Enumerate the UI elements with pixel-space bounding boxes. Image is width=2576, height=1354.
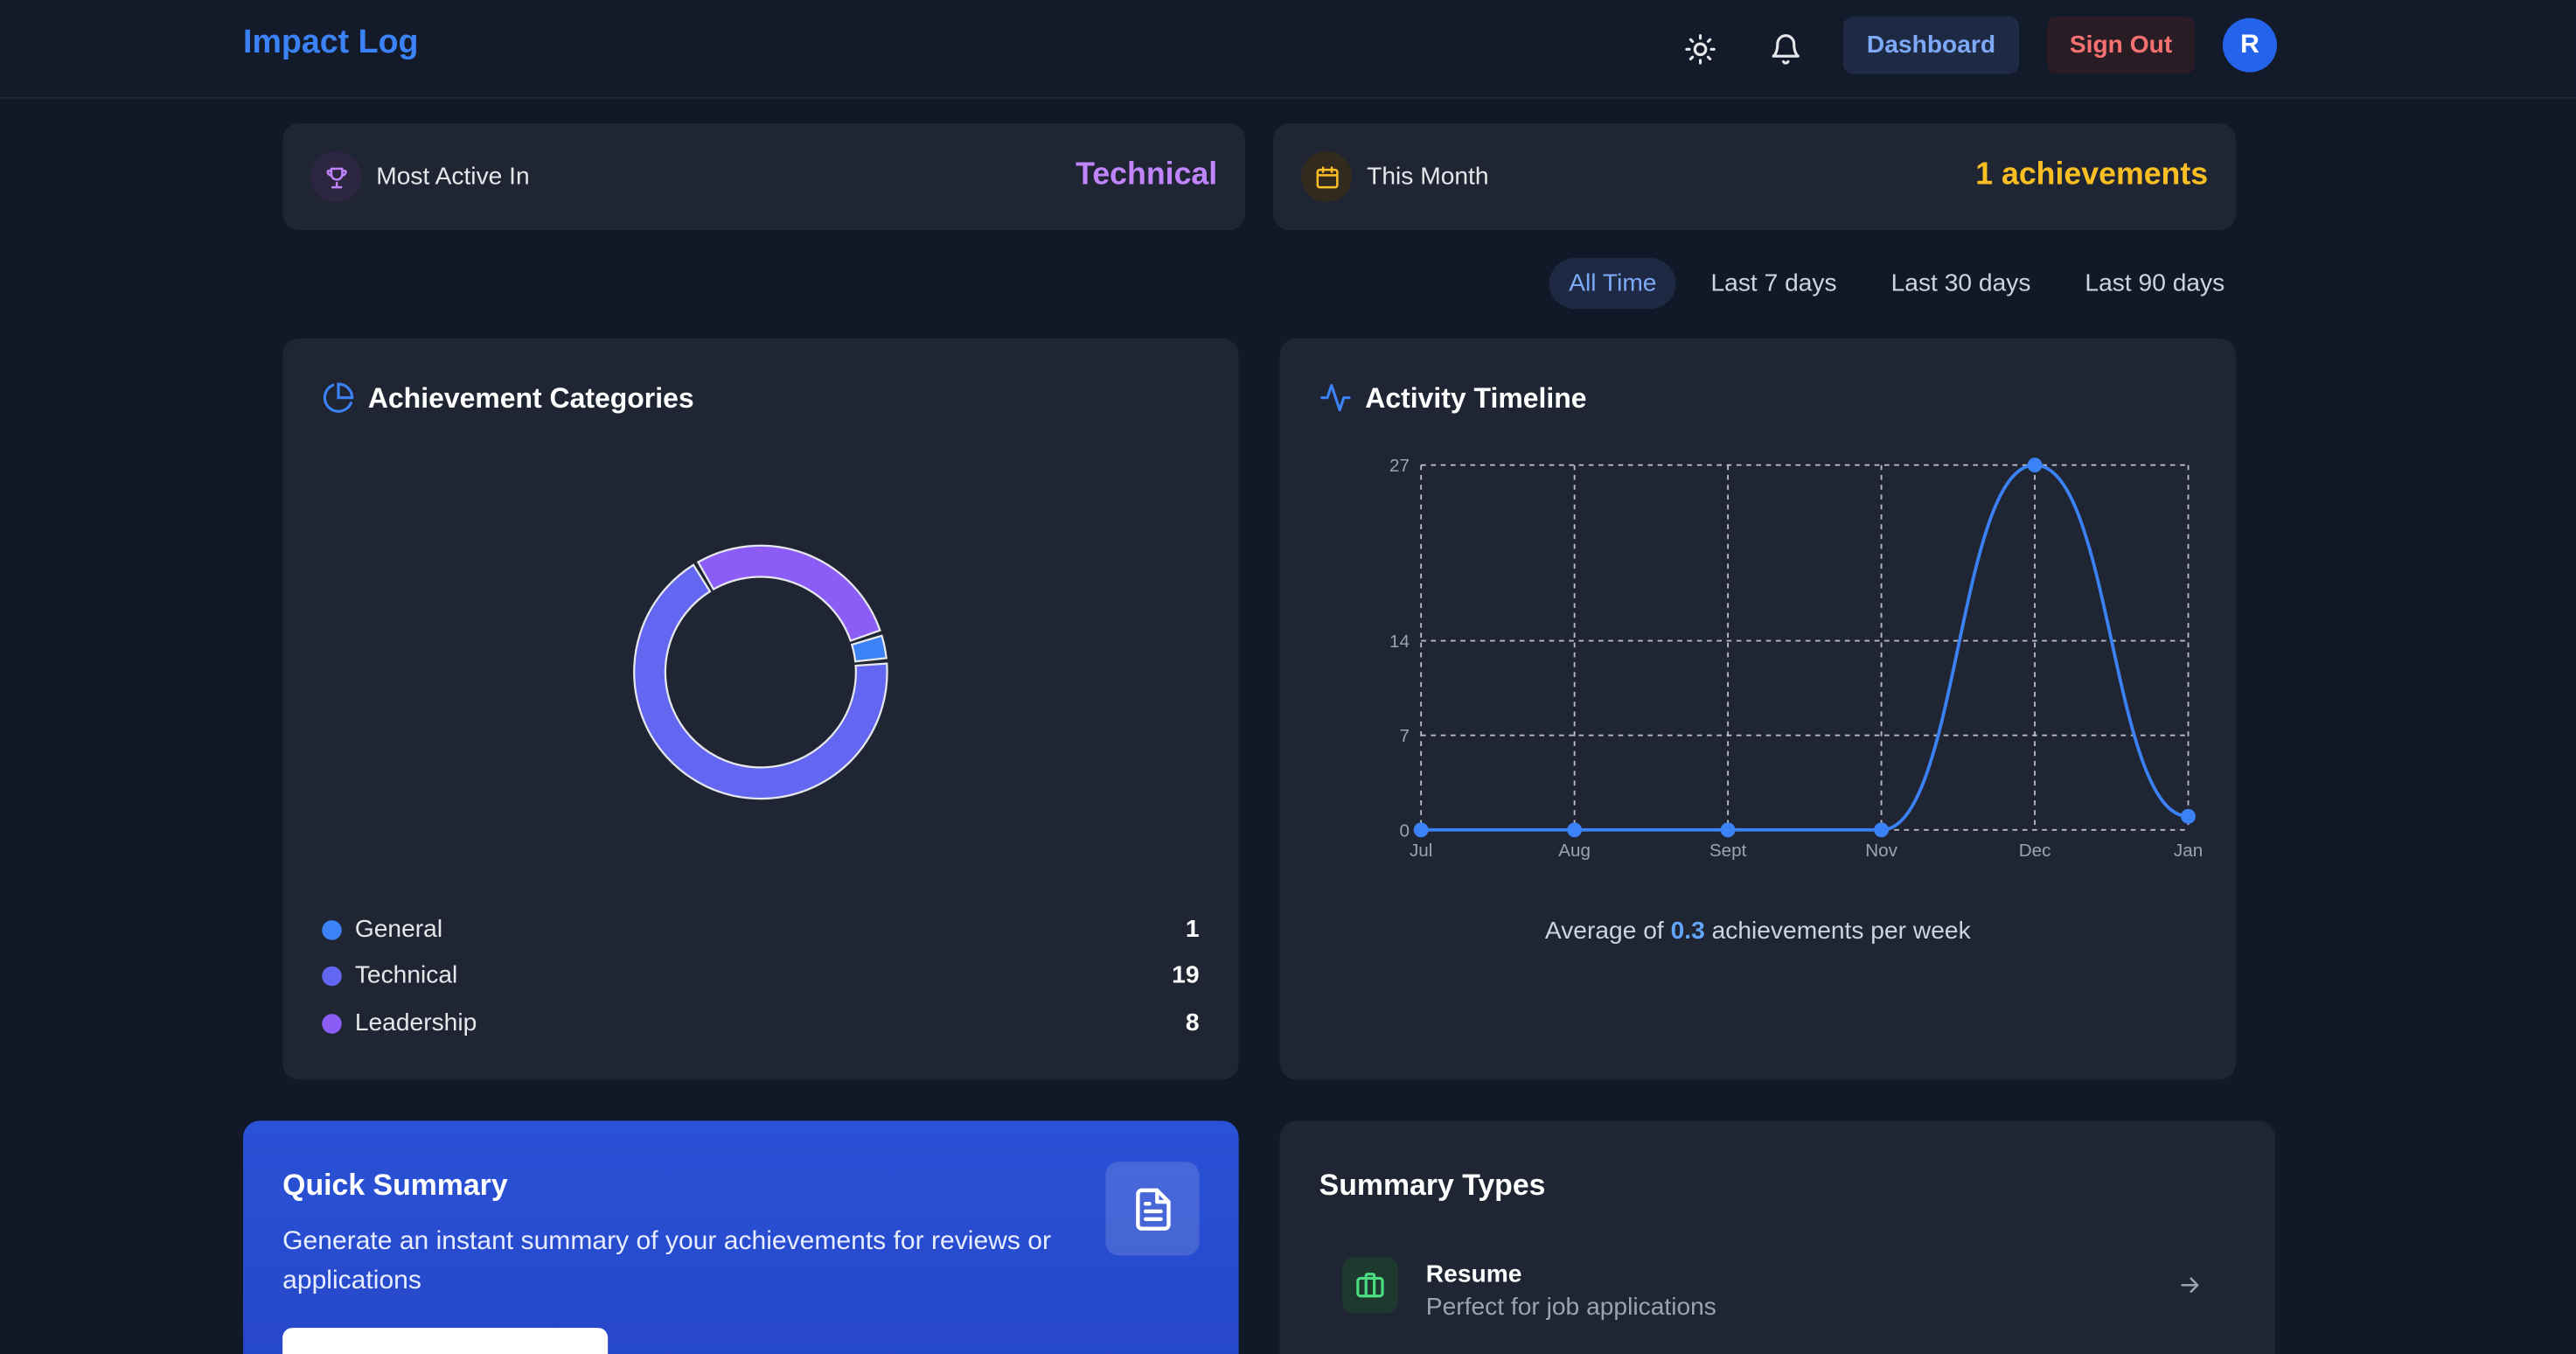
legend-item: Leadership 8 [322,1008,1200,1041]
avg-value: 0.3 [1670,917,1705,946]
sign-out-button[interactable]: Sign Out [2046,16,2196,74]
legend-count: 8 [1185,1009,1200,1037]
chart-grid [1420,464,2190,831]
legend-item: General 1 [322,914,1200,947]
legend-item: Technical 19 [322,960,1200,993]
category-donut-chart [633,544,888,800]
y-tick-label: 0 [1400,820,1410,841]
x-tick-label: Aug [1558,841,1591,861]
data-point-jan[interactable] [2181,808,2197,824]
summary-type-name: Resume [1425,1260,1522,1288]
x-tick-label: Jan [2174,841,2203,861]
y-tick-label: 7 [1400,726,1410,746]
arrow-right-icon [2181,1277,2199,1293]
avg-suffix: achievements per week [1711,917,1971,946]
data-point-sept[interactable] [1720,822,1736,838]
y-tick-label: 27 [1389,456,1410,476]
x-tick-label: Sept [1709,841,1747,861]
range-all-time[interactable]: All Time [1549,257,1677,310]
document-icon [1105,1162,1200,1256]
legend-dot [322,966,342,987]
avatar[interactable]: R [2223,17,2278,73]
dashboard-button[interactable]: Dashboard [1843,16,2020,74]
quick-summary-title: Quick Summary [282,1168,508,1202]
legend-count: 1 [1185,915,1200,944]
legend-dot [322,1014,342,1034]
quick-summary-card: Quick Summary Generate an instant summar… [243,1120,1239,1354]
summary-type-description: Perfect for job applications [1425,1293,1716,1322]
summary-types-title: Summary Types [1319,1168,1546,1202]
timeline-series-line [1421,463,2189,832]
x-tick-label: Nov [1865,841,1897,861]
range-last-30-days[interactable]: Last 30 days [1890,269,2031,298]
time-range-filter: All Time Last 7 days Last 30 days Last 9… [1535,257,2245,310]
range-last-90-days[interactable]: Last 90 days [2085,269,2225,298]
donut-slice-leadership[interactable] [696,544,881,642]
bell-icon[interactable] [1759,23,1812,75]
range-last-7-days[interactable]: Last 7 days [1710,269,1837,298]
calendar-icon [1301,150,1353,203]
summary-types-card: Summary Types Resume Perfect for job app… [1279,1120,2276,1354]
legend-name: Leadership [354,1009,477,1037]
most-active-card: Most Active In Technical [282,122,1246,231]
most-active-label: Most Active In [376,163,530,191]
this-month-card: This Month 1 achievements [1273,122,2237,231]
y-tick-label: 14 [1389,632,1410,652]
activity-icon [1320,384,1351,412]
x-tick-label: Jul [1410,841,1432,861]
activity-timeline-panel: Activity Timeline 0 7 14 27 Jul Aug Sept Nov Dec… [1279,338,2237,1080]
legend-count: 19 [1172,961,1200,990]
brand-logo[interactable]: Impact Log [243,24,419,61]
pie-chart-icon [323,382,354,413]
this-month-value: 1 achievements [1975,157,2209,192]
this-month-label: This Month [1367,163,1489,191]
quick-summary-description: Generate an instant summary of your achi… [282,1227,1051,1295]
activity-line-chart: 0 7 14 27 Jul Aug Sept Nov Dec Jan [1389,456,2203,861]
donut-slice-technical[interactable] [633,563,888,800]
x-tick-label: Dec [2019,841,2051,861]
achievement-categories-panel: Achievement Categories General 1 Technic… [282,338,1239,1080]
briefcase-icon [1341,1257,1398,1314]
donut-slice-general[interactable] [850,634,888,663]
panel-title: Activity Timeline [1365,382,1587,415]
legend-name: Technical [354,961,458,990]
sun-icon[interactable] [1674,23,1726,75]
generate-summary-button[interactable] [282,1328,609,1354]
data-point-aug[interactable] [1567,822,1583,838]
summary-type-resume[interactable]: Resume Perfect for job applications [1319,1253,2236,1344]
data-point-nov[interactable] [1874,822,1890,838]
legend-name: General [354,915,443,944]
data-point-jul[interactable] [1413,822,1429,838]
data-point-dec[interactable] [2027,457,2043,473]
avg-prefix: Average of [1544,917,1664,946]
top-navbar: Impact Log Dashboard Sign Out R [0,0,2576,99]
legend-dot [322,920,342,940]
most-active-value: Technical [1076,157,1218,192]
trophy-icon [310,150,362,203]
panel-title: Achievement Categories [367,382,694,415]
average-per-week: Average of 0.3 achievements per week [1280,917,2236,945]
